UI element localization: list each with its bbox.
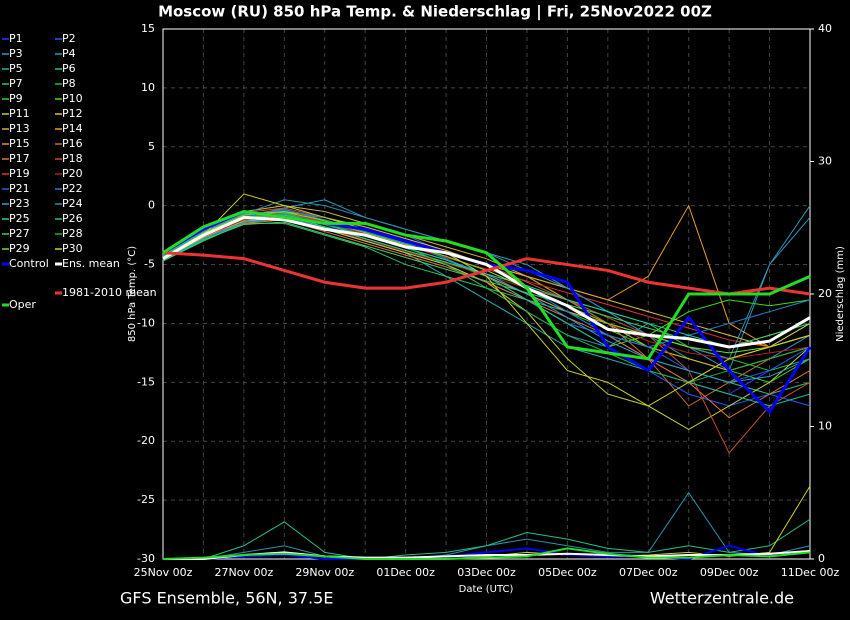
y-tick-label: -15 <box>137 375 155 388</box>
footer-right: Wetterzentrale.de <box>650 589 794 608</box>
legend-label: P9 <box>9 92 23 105</box>
x-tick-label: 27Nov 00z <box>215 566 274 579</box>
legend-label: P1 <box>9 32 23 45</box>
y-tick-label: 5 <box>148 140 155 153</box>
legend-label: P14 <box>62 122 83 135</box>
series-line <box>162 251 811 296</box>
x-tick-label: 11Dec 00z <box>781 566 840 579</box>
precip-line <box>163 518 811 560</box>
footer-left: GFS Ensemble, 56N, 37.5E <box>120 589 333 608</box>
x-tick-label: 25Nov 00z <box>134 566 193 579</box>
legend-label: P11 <box>9 107 30 120</box>
precip-line <box>163 485 811 560</box>
x-axis-label: Date (UTC) <box>459 584 514 595</box>
y-tick-label: 10 <box>141 81 155 94</box>
legend-label: P24 <box>62 197 83 210</box>
legend-label: P10 <box>62 92 83 105</box>
legend-label: P26 <box>62 212 83 225</box>
legend-label: P6 <box>62 62 76 75</box>
legend-label: P28 <box>62 227 83 240</box>
x-tick-label: 09Dec 00z <box>700 566 759 579</box>
legend-label: P3 <box>9 47 23 60</box>
legend-label: Control <box>9 257 49 270</box>
series-line <box>162 215 811 360</box>
legend-label: P23 <box>9 197 30 210</box>
y2-tick-label: 0 <box>818 552 825 565</box>
series-line <box>162 193 811 407</box>
legend-label: P15 <box>9 137 30 150</box>
legend-label: P13 <box>9 122 30 135</box>
legend-label: P4 <box>62 47 76 60</box>
legend-label: Ens. mean <box>62 257 120 270</box>
legend-label: P27 <box>9 227 30 240</box>
series-line <box>162 210 811 361</box>
y-tick-label: -20 <box>137 434 155 447</box>
y2-axis-label: Niederschlag (mm) <box>835 246 846 342</box>
legend-label: P29 <box>9 242 30 255</box>
y2-tick-label: 20 <box>818 287 832 300</box>
legend-label: P16 <box>62 137 83 150</box>
y-tick-label: -10 <box>137 316 155 329</box>
chart-title: Moscow (RU) 850 hPa Temp. & Niederschlag… <box>158 3 712 22</box>
x-tick-label: 01Dec 00z <box>376 566 435 579</box>
y-tick-label: -25 <box>137 493 155 506</box>
x-tick-label: 03Dec 00z <box>457 566 516 579</box>
legend-label: Oper <box>9 298 36 311</box>
legend-label: P2 <box>62 32 76 45</box>
y2-tick-label: 30 <box>818 155 832 168</box>
legend-label: P21 <box>9 182 30 195</box>
series-line <box>162 219 811 419</box>
x-tick-label: 29Nov 00z <box>295 566 354 579</box>
x-tick-label: 05Dec 00z <box>538 566 597 579</box>
y-tick-label: 15 <box>141 22 155 35</box>
legend-label: P20 <box>62 167 83 180</box>
y2-tick-label: 40 <box>818 22 832 35</box>
series-line <box>162 205 811 372</box>
series-line <box>162 215 811 349</box>
y-tick-label: -5 <box>144 258 155 271</box>
legend-label: P22 <box>62 182 83 195</box>
legend-label: P8 <box>62 77 76 90</box>
legend-label: P25 <box>9 212 30 225</box>
x-tick-label: 07Dec 00z <box>619 566 678 579</box>
y-tick-label: 0 <box>148 199 155 212</box>
legend-label: P30 <box>62 242 83 255</box>
legend-label: P19 <box>9 167 30 180</box>
legend-label: P18 <box>62 152 83 165</box>
y-axis-label: 850 hPa Temp. (°C) <box>127 246 138 342</box>
legend-label: P7 <box>9 77 23 90</box>
legend-label: P5 <box>9 62 23 75</box>
y-tick-label: -30 <box>137 552 155 565</box>
precip-line <box>162 547 811 560</box>
legend-label: P12 <box>62 107 83 120</box>
y2-tick-label: 10 <box>818 420 832 433</box>
legend-label: 1981-2010 mean <box>62 286 157 299</box>
legend-label: P17 <box>9 152 30 165</box>
